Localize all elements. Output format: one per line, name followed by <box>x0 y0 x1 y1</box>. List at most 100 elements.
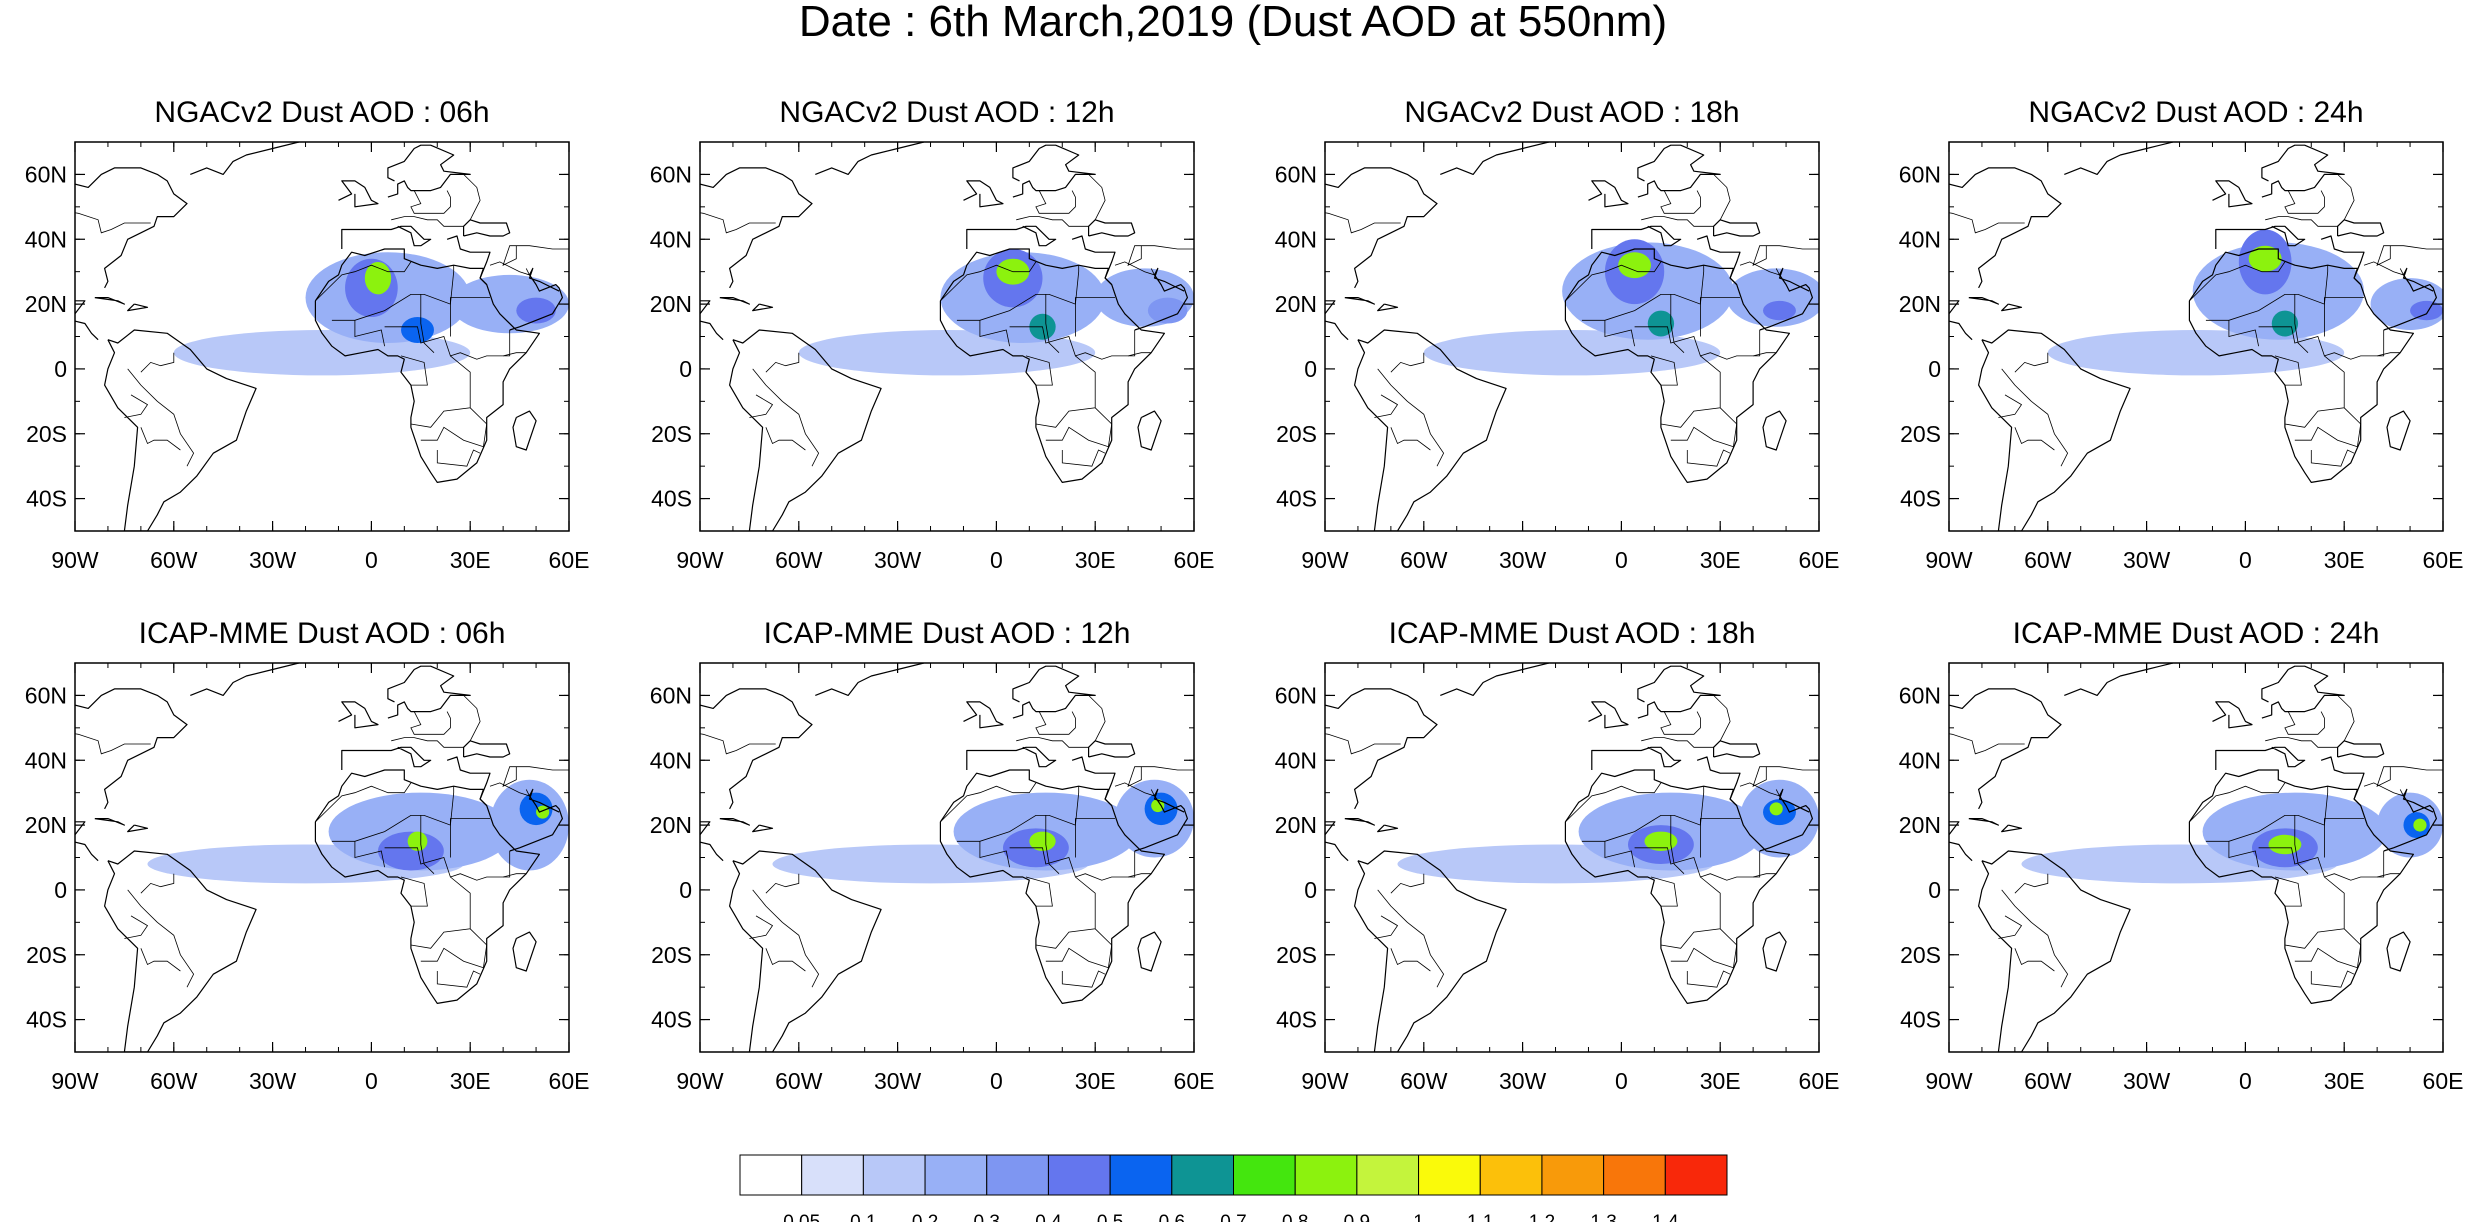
coastline <box>1012 144 1096 198</box>
panel-title: ICAP-MME Dust AOD : 06h <box>139 617 506 650</box>
lon-tick-label: 0 <box>2239 1068 2252 1094</box>
lon-tick-label: 90W <box>1925 547 1973 573</box>
country-border <box>2323 818 2364 858</box>
country-border <box>1377 889 1445 988</box>
country-border <box>1061 449 1106 467</box>
dust-plume <box>1147 297 1188 324</box>
coastline <box>127 303 149 312</box>
dust-field <box>1949 142 2443 531</box>
lat-tick-label: 0 <box>1304 356 1317 382</box>
panel-title: NGACv2 Dust AOD : 12h <box>779 96 1114 129</box>
lat-tick-label: 60N <box>25 682 67 708</box>
coastline <box>2261 665 2345 719</box>
country-border <box>700 733 776 755</box>
country-border <box>2337 695 2355 741</box>
dust-plume <box>489 779 569 871</box>
country-border <box>75 733 151 755</box>
lat-tick-label: 20N <box>1275 812 1317 838</box>
lat-tick-label: 20S <box>1900 421 1941 447</box>
dust-plume <box>364 261 392 295</box>
country-border <box>765 352 800 373</box>
coastline <box>2215 225 2306 249</box>
country-border <box>489 782 531 797</box>
coastline <box>1325 688 1438 810</box>
country-border <box>1670 407 1738 448</box>
country-border <box>1045 815 1060 874</box>
colorbar-box <box>1047 1154 1111 1196</box>
coastline <box>939 248 1166 483</box>
country-border <box>1325 733 1401 755</box>
lat-tick-label: 0 <box>679 356 692 382</box>
country-border <box>765 427 806 451</box>
country-border <box>1713 695 1731 741</box>
colorbar-box <box>862 1154 926 1196</box>
country-border <box>436 449 481 467</box>
lon-tick-label: 0 <box>990 547 1003 573</box>
coastline <box>2001 303 2023 312</box>
lon-tick-label: 30E <box>1075 1068 1116 1094</box>
map-panel-3: NGACv2 Dust AOD : 18h 60N 40N 20N 0 20S 40S 90W… <box>1275 96 1840 573</box>
dust-field <box>1325 142 1819 531</box>
coastline <box>1977 329 2131 531</box>
country-border <box>1390 948 1431 972</box>
dust-field <box>1325 663 1819 1052</box>
colorbar-box <box>1171 1154 1234 1196</box>
lon-tick-label: 30E <box>1700 547 1741 573</box>
coastline <box>314 769 541 1005</box>
coastline <box>1712 740 1761 758</box>
colorbar-label: 0.6 <box>1159 1212 1185 1222</box>
coastline <box>939 769 1166 1005</box>
coastline <box>966 225 1057 249</box>
lat-tick-label: 40S <box>1276 1007 1317 1033</box>
country-border <box>2284 190 2325 214</box>
country-border <box>1025 355 1053 386</box>
country-border <box>1739 782 1781 797</box>
dust-plume <box>1423 330 1721 376</box>
lon-tick-label: 0 <box>2239 547 2252 573</box>
coastline <box>1325 167 1438 289</box>
lat-tick-label: 0 <box>54 877 67 903</box>
country-border <box>2363 782 2405 797</box>
country-border <box>2014 948 2055 972</box>
panel-title: NGACv2 Dust AOD : 18h <box>1404 96 1739 129</box>
country-border <box>1035 355 1096 428</box>
coastline <box>2001 824 2023 833</box>
lon-tick-label: 60W <box>775 1068 823 1094</box>
dust-plume <box>2410 300 2443 321</box>
coastline <box>338 701 379 729</box>
coastline <box>1696 756 1741 807</box>
country-border <box>391 216 464 227</box>
coastline <box>1762 931 1787 972</box>
coastline <box>700 300 724 341</box>
country-border <box>140 948 181 972</box>
colorbar-box <box>739 1154 803 1196</box>
country-border <box>1650 876 1678 907</box>
country-border <box>75 212 151 234</box>
country-border <box>956 786 1080 842</box>
lat-tick-label: 20N <box>25 812 67 838</box>
coastline <box>963 180 1004 208</box>
country-border <box>331 786 455 842</box>
colorbar-label: 1.3 <box>1590 1212 1616 1222</box>
country-border <box>2310 970 2355 988</box>
dust-plume <box>1644 831 1678 852</box>
lon-tick-label: 90W <box>51 547 99 573</box>
coastline <box>2383 788 2437 852</box>
coastline <box>1591 746 1682 770</box>
country-border <box>1686 970 1731 988</box>
coastline <box>1087 219 1136 237</box>
colorbar-label: 0.2 <box>912 1212 938 1222</box>
coastline <box>387 665 471 719</box>
country-border <box>1035 190 1076 214</box>
country-border <box>2377 352 2401 357</box>
country-border <box>1045 407 1113 448</box>
lon-tick-label: 30W <box>249 547 297 573</box>
lat-tick-label: 20S <box>651 421 692 447</box>
lat-tick-label: 20S <box>26 942 67 968</box>
lat-tick-label: 40S <box>1276 486 1317 512</box>
lat-tick-label: 60N <box>1275 682 1317 708</box>
lon-tick-label: 60E <box>2423 1068 2464 1094</box>
lon-tick-label: 30W <box>1499 1068 1547 1094</box>
country-border <box>749 394 774 418</box>
